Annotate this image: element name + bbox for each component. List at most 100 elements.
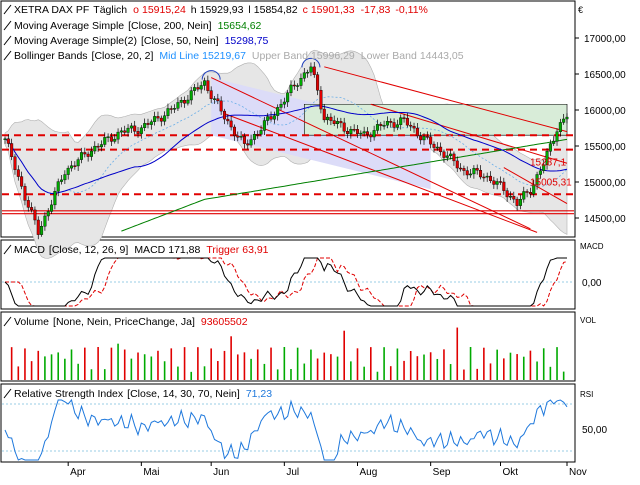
candle-body	[239, 135, 243, 138]
volume-panel	[0, 311, 576, 382]
volume-bar	[403, 360, 405, 380]
double-top-marker	[201, 70, 221, 80]
legend-markers	[3, 4, 12, 399]
candle-body	[326, 116, 330, 121]
candle-body	[379, 124, 383, 126]
volume-bar	[270, 347, 272, 380]
volume-bar	[256, 349, 259, 380]
legend-marker-macd	[3, 244, 12, 255]
volume-bar	[456, 327, 459, 380]
candle-body	[60, 179, 64, 182]
candle-body	[365, 131, 369, 135]
volume-bar	[416, 356, 419, 380]
candle-body	[159, 117, 163, 122]
volume-bar	[343, 330, 345, 380]
volume-bar	[330, 354, 332, 380]
candle-body	[355, 129, 359, 134]
volume-axis-label: VOL	[580, 316, 597, 325]
volume-bar	[123, 349, 126, 380]
candle-body	[73, 165, 77, 167]
candle-body	[199, 85, 203, 90]
candle-body	[498, 181, 502, 183]
candle-body	[465, 170, 469, 176]
candle-body	[402, 117, 406, 119]
candle-body	[206, 80, 210, 91]
legend-row-sma200: Moving Average Simple [Close, 200, Nein] 1…	[14, 20, 262, 32]
candle-body	[482, 176, 486, 179]
volume-bar	[509, 352, 512, 380]
volume-bar	[310, 349, 312, 380]
candle-body	[133, 125, 137, 132]
candle-body	[126, 127, 130, 133]
candle-body	[219, 100, 223, 112]
candle-body	[329, 116, 333, 121]
candle-body	[86, 153, 90, 157]
candle-body	[76, 159, 80, 167]
candle-body	[395, 124, 399, 128]
volume-bar	[37, 350, 40, 380]
candle-body	[23, 186, 27, 201]
macd-legend: MACD [Close, 12, 26, 9] MACD 171,88 Trigger 6…	[14, 244, 269, 256]
volume-bar	[103, 369, 106, 380]
candle-body	[555, 131, 559, 142]
volume-bar	[190, 371, 193, 380]
volume-bar	[516, 354, 518, 380]
volume-bar	[369, 347, 372, 380]
candle-body	[409, 124, 413, 127]
volume-bar	[77, 363, 79, 380]
trend-channel-line	[324, 66, 568, 133]
candle-body	[479, 170, 483, 178]
x-tick-label: Apr	[70, 467, 86, 478]
candle-body	[472, 168, 476, 175]
volume-bar	[496, 349, 498, 380]
volume-bar	[236, 354, 239, 380]
candle-body	[242, 135, 246, 144]
candle-body	[249, 139, 253, 146]
candle-body	[83, 152, 87, 155]
volume-bar	[130, 358, 133, 380]
candle-body	[538, 170, 542, 175]
candle-body	[256, 134, 260, 136]
candle-body	[435, 146, 439, 149]
rsi-ytick: 50,00	[582, 425, 607, 436]
double-top-marker	[301, 57, 321, 68]
legend-row-bollinger: Bollinger Bands [Close, 20, 2] Mid Line 152…	[14, 50, 464, 62]
candle-body	[272, 115, 276, 120]
candle-body	[449, 153, 453, 157]
candle-body	[545, 151, 549, 165]
volume-bar	[549, 366, 552, 380]
candle-body	[259, 130, 263, 135]
candle-body	[369, 134, 373, 138]
volume-bar	[44, 356, 46, 380]
price-ytick-label: 15500,00	[584, 142, 626, 153]
volume-bar	[323, 352, 326, 380]
candle-body	[203, 80, 207, 86]
candle-body	[156, 116, 160, 119]
volume-bar	[356, 348, 359, 380]
candle-body	[346, 131, 350, 134]
price-layer: 15287,1 15005,31	[2, 49, 574, 259]
volume-bar	[443, 349, 445, 380]
candle-body	[359, 132, 363, 135]
candle-body	[179, 100, 183, 103]
candle-body	[405, 117, 409, 126]
candle-body	[136, 131, 140, 134]
candle-body	[452, 153, 456, 162]
volume-bar	[290, 368, 292, 380]
candle-body	[209, 90, 213, 100]
candle-body	[389, 121, 393, 123]
candle-body	[442, 151, 446, 158]
candle-body	[269, 116, 273, 120]
volume-bar	[429, 352, 432, 380]
candle-body	[528, 192, 532, 195]
volume-bar	[143, 354, 146, 380]
volume-bar	[150, 356, 153, 380]
price-ytick-label: 16000,00	[584, 106, 626, 117]
candle-body	[36, 219, 40, 235]
candle-body	[429, 136, 433, 145]
candle-body	[53, 191, 57, 206]
candle-body	[292, 84, 296, 87]
candle-body	[6, 138, 10, 144]
candle-body	[469, 173, 473, 176]
